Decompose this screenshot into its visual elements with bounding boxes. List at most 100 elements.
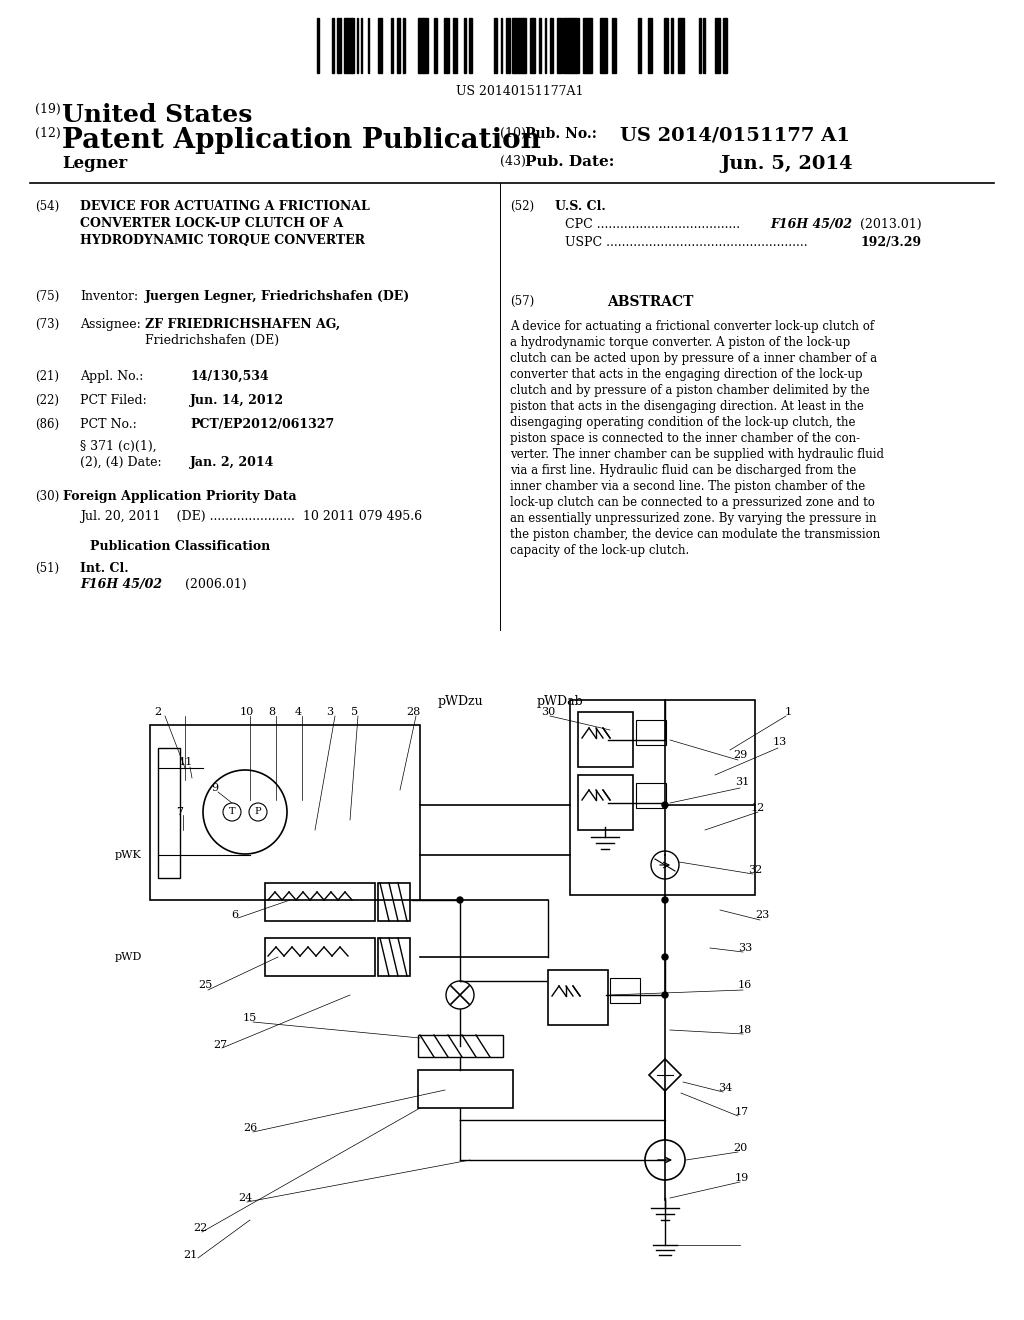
Bar — [671, 18, 673, 73]
Text: Foreign Application Priority Data: Foreign Application Priority Data — [63, 490, 297, 503]
Text: 192/3.29: 192/3.29 — [860, 236, 922, 249]
Text: P: P — [255, 808, 261, 817]
Text: US 2014/0151177 A1: US 2014/0151177 A1 — [620, 127, 850, 145]
Text: 21: 21 — [183, 1250, 198, 1261]
Text: the piston chamber, the device can modulate the transmission: the piston chamber, the device can modul… — [510, 528, 881, 541]
Bar — [310, 18, 730, 73]
Text: (2013.01): (2013.01) — [860, 218, 922, 231]
Bar — [559, 18, 562, 73]
Bar — [703, 18, 705, 73]
Text: Jun. 5, 2014: Jun. 5, 2014 — [720, 154, 853, 173]
Bar — [453, 18, 457, 73]
Text: clutch and by pressure of a piston chamber delimited by the: clutch and by pressure of a piston chamb… — [510, 384, 869, 397]
Bar — [464, 18, 466, 73]
Bar — [636, 719, 666, 744]
Text: an essentially unpressurized zone. By varying the pressure in: an essentially unpressurized zone. By va… — [510, 512, 877, 525]
Text: (2), (4) Date:: (2), (4) Date: — [80, 455, 162, 469]
Bar — [638, 18, 641, 73]
Text: Patent Application Publication: Patent Application Publication — [62, 127, 541, 154]
Text: US 20140151177A1: US 20140151177A1 — [457, 84, 584, 98]
Bar — [648, 18, 652, 73]
Text: converter that acts in the engaging direction of the lock-up: converter that acts in the engaging dire… — [510, 368, 862, 381]
Text: F16H 45/02: F16H 45/02 — [80, 578, 162, 591]
Text: (10): (10) — [500, 127, 526, 140]
Text: via a first line. Hydraulic fluid can be discharged from the: via a first line. Hydraulic fluid can be… — [510, 465, 856, 477]
Text: 7: 7 — [176, 807, 183, 817]
Text: 12: 12 — [751, 803, 765, 813]
Bar — [563, 18, 565, 73]
Bar — [585, 18, 588, 73]
Text: 30: 30 — [541, 708, 555, 717]
Bar — [548, 970, 608, 1026]
Bar — [539, 18, 541, 73]
Bar — [352, 18, 354, 73]
Text: (21): (21) — [35, 370, 59, 383]
Text: § 371 (c)(1),: § 371 (c)(1), — [80, 440, 157, 453]
Bar — [575, 18, 579, 73]
Text: F16H 45/02: F16H 45/02 — [770, 218, 852, 231]
Bar — [612, 18, 616, 73]
Text: Pub. No.:: Pub. No.: — [525, 127, 597, 141]
Text: lock-up clutch can be connected to a pressurized zone and to: lock-up clutch can be connected to a pre… — [510, 496, 874, 510]
Text: (73): (73) — [35, 318, 59, 331]
Text: (75): (75) — [35, 290, 59, 304]
Text: 9: 9 — [211, 783, 218, 793]
Text: Jun. 14, 2012: Jun. 14, 2012 — [190, 393, 284, 407]
Text: 31: 31 — [735, 777, 750, 787]
Bar — [550, 18, 553, 73]
Text: (30): (30) — [35, 490, 59, 503]
Text: 33: 33 — [738, 942, 752, 953]
Bar — [699, 18, 701, 73]
Bar — [344, 18, 346, 73]
Text: Assignee:: Assignee: — [80, 318, 140, 331]
Text: (12): (12) — [35, 127, 60, 140]
Text: 16: 16 — [738, 979, 752, 990]
Text: Jan. 2, 2014: Jan. 2, 2014 — [190, 455, 274, 469]
Text: (54): (54) — [35, 201, 59, 213]
Text: 28: 28 — [406, 708, 420, 717]
Text: pWDzu: pWDzu — [437, 696, 482, 708]
Text: ABSTRACT: ABSTRACT — [607, 294, 693, 309]
Text: 29: 29 — [733, 750, 748, 760]
Bar — [265, 939, 375, 975]
Bar — [679, 18, 683, 73]
Text: (86): (86) — [35, 418, 59, 432]
Text: 5: 5 — [351, 708, 358, 717]
Bar — [571, 18, 575, 73]
Text: PCT/EP2012/061327: PCT/EP2012/061327 — [190, 418, 334, 432]
Text: U.S. Cl.: U.S. Cl. — [555, 201, 606, 213]
Bar — [716, 18, 720, 73]
Bar — [523, 18, 526, 73]
Text: CPC .....................................: CPC ....................................… — [565, 218, 740, 231]
Bar — [603, 18, 607, 73]
Text: T: T — [228, 808, 236, 817]
Circle shape — [662, 954, 668, 960]
Bar — [418, 1071, 513, 1107]
Circle shape — [457, 898, 463, 903]
Text: pWD: pWD — [115, 952, 142, 962]
Text: ZF FRIEDRICHSHAFEN AG,: ZF FRIEDRICHSHAFEN AG, — [145, 318, 340, 331]
Bar — [391, 18, 393, 73]
Text: (52): (52) — [510, 201, 535, 213]
Text: (57): (57) — [510, 294, 535, 308]
Text: 11: 11 — [179, 756, 194, 767]
Text: 2: 2 — [155, 708, 162, 717]
Text: capacity of the lock-up clutch.: capacity of the lock-up clutch. — [510, 544, 689, 557]
Text: 8: 8 — [268, 708, 275, 717]
Text: disengaging operating condition of the lock-up clutch, the: disengaging operating condition of the l… — [510, 416, 855, 429]
Text: 3: 3 — [327, 708, 334, 717]
Text: pWK: pWK — [115, 850, 142, 861]
Text: (51): (51) — [35, 562, 59, 576]
Text: piston space is connected to the inner chamber of the con-: piston space is connected to the inner c… — [510, 432, 860, 445]
Bar — [583, 18, 585, 73]
Bar — [532, 18, 535, 73]
Bar — [578, 711, 633, 767]
Bar — [350, 18, 352, 73]
Text: 32: 32 — [748, 865, 762, 875]
Text: USPC ....................................................: USPC ...................................… — [565, 236, 808, 249]
Text: PCT Filed:: PCT Filed: — [80, 393, 146, 407]
Text: Appl. No.:: Appl. No.: — [80, 370, 143, 383]
Text: DEVICE FOR ACTUATING A FRICTIONAL
CONVERTER LOCK-UP CLUTCH OF A
HYDRODYNAMIC TOR: DEVICE FOR ACTUATING A FRICTIONAL CONVER… — [80, 201, 370, 247]
Bar — [578, 775, 633, 830]
Bar — [317, 18, 319, 73]
